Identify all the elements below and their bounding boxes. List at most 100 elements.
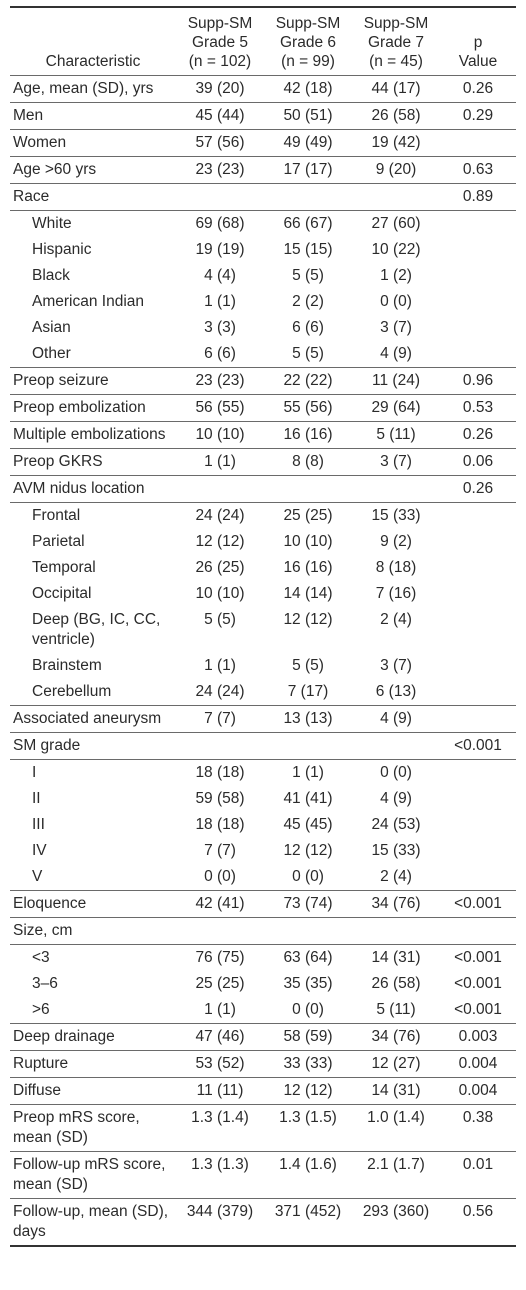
cell-p-value: 0.26 — [440, 421, 516, 449]
cell-grade-5: 23 (23) — [176, 156, 264, 184]
cell-grade-5: 3 (3) — [204, 319, 236, 336]
table-row: Preop mRS score, mean (SD) 1.3 (1.4) 1.3 (… — [10, 1104, 516, 1152]
row-label: Multiple embolizations — [10, 421, 176, 449]
cell-p-value: 0.89 — [440, 183, 516, 211]
cell-grade-5: 24 (24) — [176, 502, 264, 529]
cell-p-value: 0.38 — [440, 1104, 516, 1152]
cell-p-value — [440, 502, 516, 529]
cell-grade-7: 293 (360) — [352, 1198, 440, 1247]
row-label: White — [10, 210, 176, 237]
cell-grade-5: 12 (12) — [195, 533, 245, 550]
cell-grade-5: 56 (55) — [176, 394, 264, 422]
table-row: Frontal 24 (24) 25 (25) 15 (33) — [10, 502, 516, 529]
header-grade-5-line-2: Grade 5 — [191, 34, 248, 51]
table-row: Age, mean (SD), yrs 39 (20) 42 (18) 44 (17)… — [10, 75, 516, 103]
cell-grade-6: 25 (25) — [264, 502, 352, 529]
header-grade-7-line-2: Grade 7 — [367, 34, 424, 51]
cell-p-value: 0.29 — [440, 102, 516, 130]
cell-grade-5: 0 (0) — [204, 868, 236, 885]
row-label: Occipital — [32, 585, 92, 602]
cell-grade-6: 0 (0) — [292, 1001, 324, 1018]
header-grade-6-line-2: Grade 6 — [279, 34, 336, 51]
cell-grade-7: 34 (76) — [352, 1023, 440, 1051]
cell-p-value: 0.63 — [440, 156, 516, 184]
cell-grade-6: 33 (33) — [264, 1050, 352, 1078]
row-label: Deep (BG, IC, CC, ventricle) — [32, 611, 161, 648]
cell-grade-7: 4 (9) — [380, 345, 412, 362]
cell-grade-6: 45 (45) — [283, 816, 333, 833]
row-label: >6 — [32, 1001, 50, 1018]
cell-grade-6: 371 (452) — [264, 1198, 352, 1247]
cell-p-value — [440, 679, 516, 706]
cell-p-value — [440, 759, 516, 786]
table-body: Age, mean (SD), yrs 39 (20) 42 (18) 44 (17)… — [10, 75, 516, 1247]
cell-grade-7: 1 (2) — [380, 267, 412, 284]
row-label: Size, cm — [10, 917, 176, 945]
table-row: III 18 (18) 45 (45) 24 (53) — [10, 812, 516, 838]
row-label: Preop mRS score, mean (SD) — [10, 1104, 176, 1152]
row-label: Men — [10, 102, 176, 130]
cell-grade-5 — [176, 475, 264, 503]
table-row: White 69 (68) 66 (67) 27 (60) — [10, 210, 516, 237]
cell-grade-5: 47 (46) — [176, 1023, 264, 1051]
cell-grade-5: 18 (18) — [195, 816, 245, 833]
cell-grade-5: 53 (52) — [176, 1050, 264, 1078]
characteristics-table: Characteristic Supp-SM Grade 5 (n = 102)… — [10, 6, 516, 1247]
cell-p-value — [440, 653, 516, 679]
row-label: Diffuse — [10, 1077, 176, 1105]
cell-grade-6: 5 (5) — [292, 657, 324, 674]
table-row: Eloquence 42 (41) 73 (74) 34 (76) <0.001 — [10, 890, 516, 918]
table-row: V 0 (0) 0 (0) 2 (4) — [10, 864, 516, 891]
cell-grade-5: 59 (58) — [195, 790, 245, 807]
table-row: 3–6 25 (25) 35 (35) 26 (58) <0.001 — [10, 971, 516, 997]
cell-grade-6: 41 (41) — [283, 790, 333, 807]
cell-grade-5: 1 (1) — [204, 1001, 236, 1018]
cell-grade-6: 49 (49) — [264, 129, 352, 157]
table-row: Black 4 (4) 5 (5) 1 (2) — [10, 263, 516, 289]
header-grade-7-line-3: (n = 45) — [369, 53, 423, 70]
table-row: Preop embolization 56 (55) 55 (56) 29 (64) 0… — [10, 394, 516, 422]
cell-grade-7: 2 (4) — [380, 868, 412, 885]
cell-grade-5 — [176, 183, 264, 211]
cell-grade-5: 344 (379) — [176, 1198, 264, 1247]
cell-grade-7: 14 (31) — [352, 1077, 440, 1105]
cell-grade-7: 34 (76) — [352, 890, 440, 918]
table-row: Size, cm — [10, 917, 516, 945]
table-row: Occipital 10 (10) 14 (14) 7 (16) — [10, 581, 516, 607]
row-label: Preop GKRS — [10, 448, 176, 476]
cell-grade-6: 1 (1) — [264, 759, 352, 786]
header-grade-5-line-3: (n = 102) — [188, 53, 252, 70]
cell-grade-7 — [352, 917, 440, 945]
cell-p-value: 0.06 — [440, 448, 516, 476]
cell-grade-6: 50 (51) — [264, 102, 352, 130]
table-row: Hispanic 19 (19) 15 (15) 10 (22) — [10, 237, 516, 263]
cell-p-value: 0.01 — [440, 1151, 516, 1199]
cell-p-value — [440, 812, 516, 838]
cell-grade-6: 8 (8) — [264, 448, 352, 476]
table-row: Diffuse 11 (11) 12 (12) 14 (31) 0.004 — [10, 1077, 516, 1105]
cell-grade-7: 24 (53) — [371, 816, 421, 833]
cell-grade-5: 1.3 (1.3) — [176, 1151, 264, 1199]
table-row: Asian 3 (3) 6 (6) 3 (7) — [10, 315, 516, 341]
cell-grade-5: 5 (5) — [204, 611, 236, 628]
table-row: Deep drainage 47 (46) 58 (59) 34 (76) 0.003 — [10, 1023, 516, 1051]
row-label: Preop embolization — [10, 394, 176, 422]
cell-p-value: <0.001 — [440, 732, 516, 760]
table-row: Deep (BG, IC, CC, ventricle) 5 (5) 12 (12)… — [10, 607, 516, 653]
cell-grade-7: 9 (2) — [380, 533, 412, 550]
table-container: Characteristic Supp-SM Grade 5 (n = 102)… — [10, 6, 516, 1247]
row-label: Age, mean (SD), yrs — [10, 75, 176, 103]
cell-p-value — [440, 315, 516, 341]
cell-grade-6: 16 (16) — [283, 559, 333, 576]
cell-grade-5: 10 (10) — [176, 421, 264, 449]
cell-grade-7: 44 (17) — [352, 75, 440, 103]
cell-grade-7: 3 (7) — [352, 448, 440, 476]
cell-grade-5: 6 (6) — [204, 345, 236, 362]
cell-p-value — [440, 129, 516, 157]
cell-grade-6 — [264, 732, 352, 760]
row-label: Follow-up, mean (SD), days — [10, 1198, 176, 1247]
row-label: Follow-up mRS score, mean (SD) — [10, 1151, 176, 1199]
cell-grade-6: 5 (5) — [292, 267, 324, 284]
cell-grade-6 — [264, 917, 352, 945]
cell-grade-7: 5 (11) — [376, 1001, 416, 1018]
